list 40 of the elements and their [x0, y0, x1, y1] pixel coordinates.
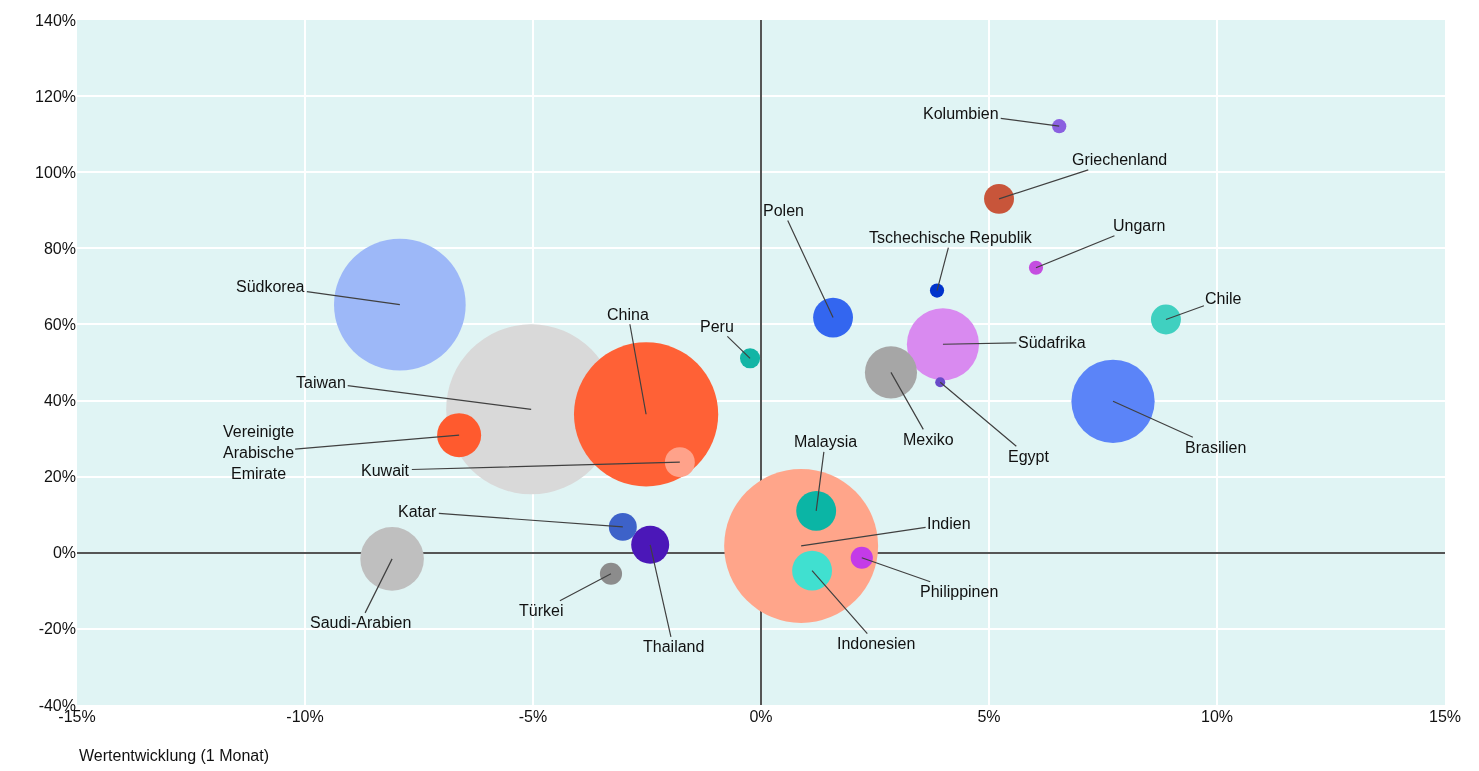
text: Vereinigte Arabische Emirate	[223, 423, 295, 482]
text: Brasilien	[1185, 439, 1247, 456]
text: Kolumbien	[923, 105, 999, 122]
x-axis-title: Wertentwicklung (1 Monat)	[79, 747, 269, 764]
series-label: Südkorea	[236, 278, 305, 295]
y-tick-label: -20%	[38, 620, 76, 638]
x-tick-label: 0%	[749, 708, 773, 725]
y-tick-label: 120%	[35, 87, 76, 105]
text: Egypt	[1008, 448, 1050, 465]
text: Taiwan	[296, 374, 346, 391]
text: Katar	[398, 503, 437, 520]
y-tick-label: 20%	[43, 468, 76, 486]
y-tick-label: 80%	[43, 239, 76, 257]
x-tick-label: 15%	[1428, 708, 1462, 725]
series-label: Peru	[700, 318, 734, 335]
text: Kuwait	[361, 462, 410, 479]
text: Tschechische Republik	[869, 229, 1033, 246]
y-tick-label: 140%	[35, 11, 76, 29]
x-tick-label: 10%	[1200, 708, 1234, 725]
text: Südafrika	[1018, 334, 1086, 351]
text: Malaysia	[794, 433, 858, 450]
text: Philippinen	[920, 583, 999, 600]
text: Ungarn	[1113, 217, 1166, 234]
y-tick-label: 0%	[52, 544, 76, 562]
text: Indien	[927, 515, 971, 532]
series-label: Chile	[1205, 290, 1242, 307]
x-tick-label: -10%	[286, 708, 324, 725]
text: Mexiko	[903, 431, 954, 448]
series-label: Saudi-Arabien	[310, 614, 412, 631]
text: Türkei	[519, 602, 564, 619]
text: Griechenland	[1072, 151, 1168, 168]
y-tick-label: 100%	[35, 163, 76, 181]
y-tick-label: 40%	[43, 392, 76, 410]
text: Indonesien	[837, 635, 916, 652]
series-label: China	[607, 306, 649, 323]
text: Thailand	[643, 638, 705, 655]
x-tick-label: 5%	[977, 708, 1001, 725]
y-tick-label: 60%	[43, 316, 76, 334]
text: Polen	[763, 202, 804, 219]
x-tick-label: -5%	[518, 708, 548, 725]
